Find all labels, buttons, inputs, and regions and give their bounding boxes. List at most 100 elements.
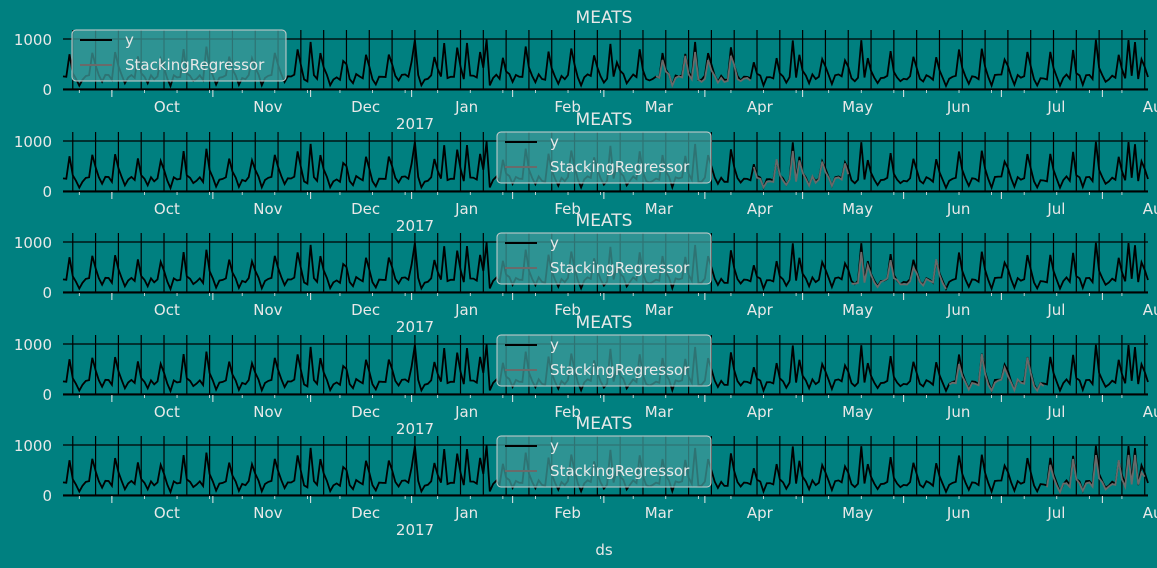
x-tick-label: Feb	[554, 301, 581, 319]
x-tick-label: Apr	[747, 200, 774, 218]
x-tick-label: May	[842, 504, 873, 522]
x-tick-label: Dec	[351, 98, 380, 116]
x-tick-label: Nov	[253, 98, 282, 116]
x-tick-label: Jun	[946, 98, 970, 116]
x-tick-label: Mar	[645, 504, 674, 522]
y-tick-label: 0	[42, 386, 52, 404]
y-tick-label: 0	[42, 183, 52, 201]
x-tick-label: Mar	[645, 403, 674, 421]
legend-label-forecast: StackingRegressor	[550, 158, 690, 176]
x-tick-label: May	[842, 200, 873, 218]
series-forecast-line	[655, 51, 752, 89]
x-tick-label: Jun	[946, 200, 970, 218]
x-tick-label: May	[842, 301, 873, 319]
series-forecast-line	[851, 251, 947, 290]
x-tick-label: Apr	[747, 403, 774, 421]
y-tick-label: 0	[42, 284, 52, 302]
x-tick-label: Jun	[946, 403, 970, 421]
legend: y StackingRegressor	[496, 232, 712, 285]
x-tick-label: May	[842, 98, 873, 116]
legend-label-y: y	[550, 234, 559, 252]
x-tick-label: Jan	[454, 403, 478, 421]
x-tick-label: Aug	[1143, 403, 1157, 421]
x-tick-label: Jan	[454, 504, 478, 522]
y-tick-label: 1000	[14, 437, 52, 455]
subplot-title: MEATS	[576, 8, 633, 28]
x-tick-label: Apr	[747, 504, 774, 522]
legend-label-forecast: StackingRegressor	[550, 462, 690, 480]
x-tick-label: Jul	[1046, 98, 1065, 116]
x-tick-label: Aug	[1143, 200, 1157, 218]
x-tick-label: Jul	[1046, 403, 1065, 421]
x-tick-label: Dec	[351, 403, 380, 421]
x-year-label: 2017	[396, 521, 434, 539]
subplot-1: MEATS 0 1000 Oct Nov Dec Jan Feb Mar Apr May Jun Jul…	[14, 8, 1157, 133]
series-forecast-line	[752, 150, 850, 190]
legend-box	[496, 131, 712, 184]
x-tick-label: Aug	[1143, 98, 1157, 116]
legend: y StackingRegressor	[496, 334, 712, 387]
x-tick-label: Oct	[154, 504, 180, 522]
y-tick-label: 0	[42, 487, 52, 505]
x-tick-label: May	[842, 403, 873, 421]
x-year-label: 2017	[396, 420, 434, 438]
y-tick-label: 1000	[14, 234, 52, 252]
x-tick-label: Jan	[454, 200, 478, 218]
legend: y StackingRegressor	[71, 29, 287, 82]
legend-box	[496, 435, 712, 488]
x-axis-label: ds	[595, 541, 613, 559]
x-tick-label: Aug	[1143, 504, 1157, 522]
y-tick-label: 1000	[14, 336, 52, 354]
legend: y StackingRegressor	[496, 435, 712, 488]
x-tick-label: Dec	[351, 504, 380, 522]
x-tick-label: Mar	[645, 301, 674, 319]
x-tick-label: Nov	[253, 504, 282, 522]
subplot-title: MEATS	[576, 414, 633, 434]
legend: y StackingRegressor	[496, 131, 712, 184]
subplot-title: MEATS	[576, 313, 633, 333]
x-year-label: 2017	[396, 115, 434, 133]
x-tick-label: Dec	[351, 301, 380, 319]
x-year-label: 2017	[396, 318, 434, 336]
x-tick-label: Oct	[154, 301, 180, 319]
x-tick-label: Jan	[454, 301, 478, 319]
x-tick-label: Aug	[1143, 301, 1157, 319]
series-forecast-line	[1046, 454, 1146, 495]
x-tick-label: Jun	[946, 301, 970, 319]
legend-label-y: y	[125, 31, 134, 49]
x-year-label: 2017	[396, 217, 434, 235]
x-tick-label: Mar	[645, 98, 674, 116]
x-tick-label: Jan	[454, 98, 478, 116]
x-tick-label: Mar	[645, 200, 674, 218]
x-tick-label: Feb	[554, 98, 581, 116]
legend-box	[71, 29, 287, 82]
legend-label-y: y	[550, 133, 559, 151]
x-tick-label: Feb	[554, 200, 581, 218]
subplot-title: MEATS	[576, 110, 633, 130]
legend-box	[496, 334, 712, 387]
x-tick-label: Nov	[253, 200, 282, 218]
x-tick-label: Feb	[554, 504, 581, 522]
legend-box	[496, 232, 712, 285]
x-tick-label: Nov	[253, 403, 282, 421]
x-tick-label: Oct	[154, 200, 180, 218]
subplot-title: MEATS	[576, 211, 633, 231]
y-tick-label: 1000	[14, 133, 52, 151]
x-tick-label: Jul	[1046, 504, 1065, 522]
y-tick-label: 1000	[14, 31, 52, 49]
legend-label-forecast: StackingRegressor	[550, 361, 690, 379]
subplot-4: MEATS 0 1000 Oct Nov Dec Jan Feb Mar Apr May Jun Jul…	[14, 313, 1157, 438]
legend-label-forecast: StackingRegressor	[550, 259, 690, 277]
x-tick-label: Apr	[747, 301, 774, 319]
x-tick-label: Jun	[946, 504, 970, 522]
x-tick-label: Apr	[747, 98, 774, 116]
x-tick-label: Jul	[1046, 301, 1065, 319]
legend-label-y: y	[550, 336, 559, 354]
subplot-2: MEATS 0 1000 Oct Nov Dec Jan Feb Mar Apr May Jun Jul…	[14, 110, 1157, 235]
x-tick-label: Dec	[351, 200, 380, 218]
x-tick-label: Nov	[253, 301, 282, 319]
legend-label-y: y	[550, 437, 559, 455]
y-tick-label: 0	[42, 81, 52, 99]
subplot-3: MEATS 0 1000 Oct Nov Dec Jan Feb Mar Apr May Jun Jul…	[14, 211, 1157, 336]
